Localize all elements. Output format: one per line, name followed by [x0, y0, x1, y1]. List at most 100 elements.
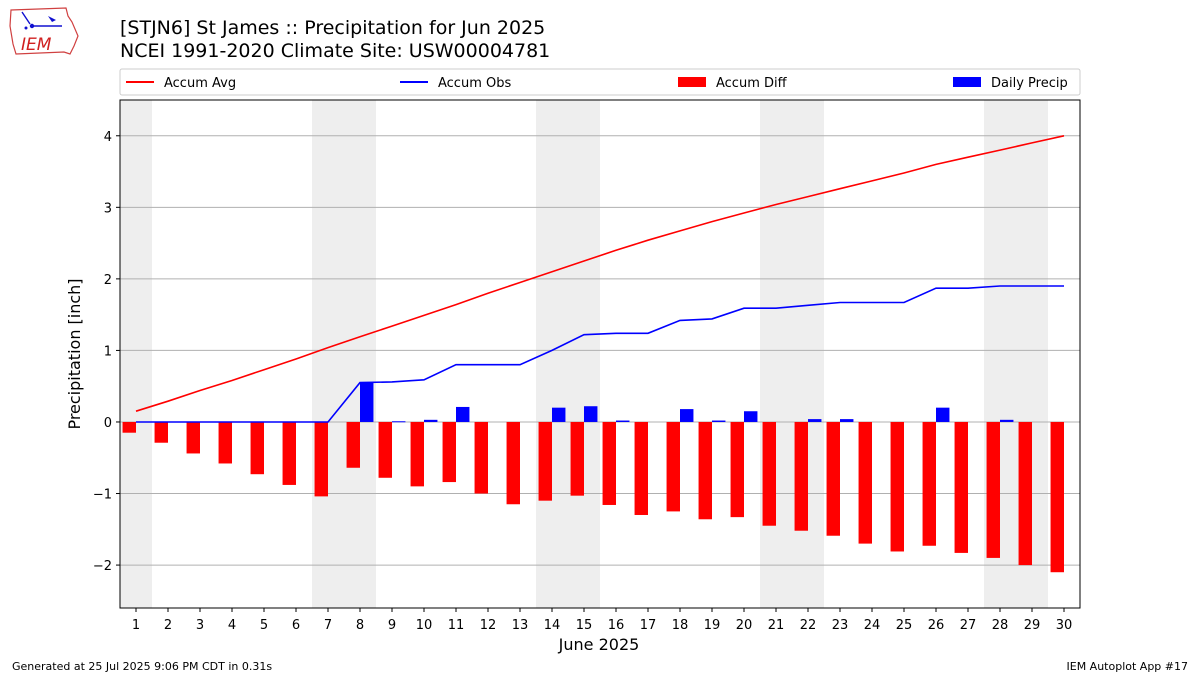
x-tick-label: 13	[512, 618, 529, 633]
daily-precip-bar	[616, 420, 630, 422]
x-tick-label: 1	[132, 618, 140, 633]
x-tick-label: 12	[480, 618, 497, 633]
daily-precip-bar	[552, 407, 566, 422]
weekend-band-22	[792, 100, 824, 608]
x-tick-label: 6	[292, 618, 300, 633]
x-tick-label: 27	[960, 618, 977, 633]
accum-diff-bar	[506, 421, 520, 505]
x-tick-label: 18	[672, 618, 689, 633]
accum-diff-bar	[378, 421, 392, 478]
legend-label: Accum Obs	[438, 76, 511, 91]
x-tick-label: 15	[576, 618, 593, 633]
weekend-band-15	[568, 100, 600, 608]
daily-precip-bar	[424, 419, 438, 422]
daily-precip-bar	[680, 409, 694, 422]
x-tick-label: 17	[640, 618, 657, 633]
accum-diff-bar	[634, 421, 648, 515]
daily-precip-bar	[808, 419, 822, 422]
iem-logo: IEM	[8, 6, 80, 58]
accum-diff-bar	[698, 421, 712, 520]
x-tick-label: 9	[388, 618, 396, 633]
accum-diff-bar	[666, 421, 680, 512]
daily-precip-bar	[392, 421, 406, 423]
x-tick-label: 4	[228, 618, 236, 633]
weekend-band-1	[120, 100, 152, 608]
accum-diff-bar	[346, 421, 360, 468]
accum-diff-bar	[730, 421, 744, 518]
daily-precip-bar	[584, 406, 598, 422]
accum-diff-bar	[186, 421, 200, 454]
accum-diff-bar	[282, 421, 296, 485]
legend-label: Accum Avg	[164, 76, 236, 91]
accum-diff-bar	[986, 421, 1000, 558]
legend-label: Daily Precip	[991, 76, 1068, 91]
weekend-band-21	[760, 100, 792, 608]
accum-diff-bar	[794, 421, 808, 531]
y-tick-label: 2	[104, 273, 112, 288]
accum-diff-bar	[122, 421, 136, 433]
y-tick-label: −2	[93, 559, 112, 574]
weekend-shading	[120, 100, 1048, 608]
accum-diff-bar	[410, 421, 424, 487]
y-tick-label: 1	[104, 344, 112, 359]
daily-precip-bar	[712, 420, 726, 422]
accum-diff-bar	[474, 421, 488, 494]
footer-generated: Generated at 25 Jul 2025 9:06 PM CDT in …	[12, 660, 273, 673]
x-tick-label: 2	[164, 618, 172, 633]
x-tick-label: 21	[768, 618, 785, 633]
weekend-band-14	[536, 100, 568, 608]
x-tick-label: 8	[356, 618, 364, 633]
accum-diff-bar	[538, 421, 552, 501]
daily-precip-bar	[840, 419, 854, 422]
chart-subtitle: NCEI 1991-2020 Climate Site: USW00004781	[120, 40, 551, 62]
x-tick-label: 28	[992, 618, 1009, 633]
lines-layer	[135, 135, 1065, 423]
bars-layer	[122, 382, 1064, 573]
accum-diff-bar	[218, 421, 232, 464]
y-axis-label: Precipitation [inch]	[65, 278, 84, 429]
chart-title: [STJN6] St James :: Precipitation for Ju…	[120, 17, 546, 39]
accum-diff-bar	[250, 421, 264, 475]
x-tick-label: 5	[260, 618, 268, 633]
x-axis-label: June 2025	[558, 635, 640, 654]
daily-precip-bar	[1000, 419, 1014, 422]
accum-diff-bar	[1050, 421, 1064, 573]
daily-precip-bar	[360, 382, 374, 422]
x-tick-label: 29	[1024, 618, 1041, 633]
x-axis: 1 2 3 4 5 6 7 8 9 10 11 12 13 14 15 16 17 18 19 20 21 22 23 24 2…	[132, 608, 1072, 633]
x-tick-label: 3	[196, 618, 204, 633]
accum-diff-bar	[890, 421, 904, 552]
accum-diff-bar	[1018, 421, 1032, 566]
legend-swatch	[678, 77, 706, 87]
x-tick-label: 22	[800, 618, 817, 633]
x-tick-label: 19	[704, 618, 721, 633]
accum-avg-line	[135, 135, 1065, 412]
x-tick-label: 11	[448, 618, 465, 633]
accum-diff-bar	[922, 421, 936, 546]
accum-diff-bar	[570, 421, 584, 496]
accum-diff-bar	[442, 421, 456, 483]
weekend-band-8	[344, 100, 376, 608]
accum-diff-bar	[858, 421, 872, 544]
y-tick-label: −1	[93, 488, 112, 503]
weekend-band-7	[312, 100, 344, 608]
daily-precip-bar	[936, 407, 950, 422]
accum-diff-bar	[314, 421, 328, 497]
accum-diff-bar	[602, 421, 616, 505]
plot-frame	[119, 99, 1081, 609]
footer-app: IEM Autoplot App #17	[1066, 660, 1189, 673]
x-tick-label: 26	[928, 618, 945, 633]
legend-swatch	[953, 77, 981, 87]
accum-obs-line	[136, 285, 1064, 423]
y-tick-label: 4	[104, 130, 112, 145]
x-tick-label: 25	[896, 618, 913, 633]
x-tick-label: 30	[1056, 618, 1073, 633]
legend: Accum Avg Accum Obs Accum Diff Daily Precip	[119, 68, 1081, 96]
x-tick-label: 7	[324, 618, 332, 633]
daily-precip-bar	[456, 406, 470, 422]
y-axis: −2 −1 0 1 2 3 4	[93, 130, 120, 574]
logo-text: IEM	[21, 35, 52, 55]
y-gridlines	[120, 135, 1080, 566]
x-tick-label: 14	[544, 618, 561, 633]
